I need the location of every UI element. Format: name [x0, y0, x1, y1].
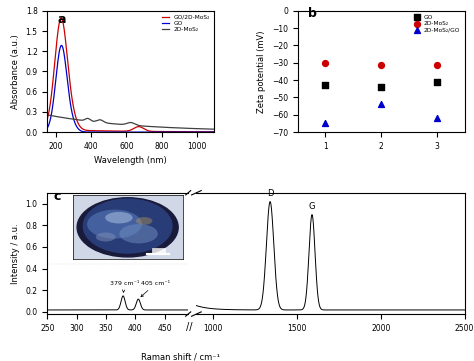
GO [433, 79, 440, 85]
GO/2D-MoS₂ [211, 130, 217, 134]
2D-MoS₂/GO [322, 121, 329, 126]
Legend: GO/2D-MoS₂, GO, 2D-MoS₂: GO/2D-MoS₂, GO, 2D-MoS₂ [161, 14, 211, 34]
Legend: GO, 2D-MoS₂, 2D-MoS₂/GO: GO, 2D-MoS₂, 2D-MoS₂/GO [413, 14, 462, 34]
2D-MoS₂/GO [377, 101, 385, 107]
GO [208, 130, 214, 134]
Text: D: D [267, 190, 273, 199]
2D-MoS₂ [73, 117, 79, 122]
2D-MoS₂ [64, 116, 69, 120]
GO [109, 130, 114, 134]
GO [116, 130, 121, 134]
2D-MoS₂/GO [433, 116, 440, 121]
2D-MoS₂ [45, 113, 50, 117]
Y-axis label: Absorbance (a.u.): Absorbance (a.u.) [11, 34, 20, 109]
Text: Raman shift / cm⁻¹: Raman shift / cm⁻¹ [141, 352, 219, 361]
Line: GO: GO [47, 45, 214, 132]
GO/2D-MoS₂ [208, 130, 214, 134]
GO/2D-MoS₂ [73, 117, 79, 121]
2D-MoS₂ [377, 62, 385, 68]
GO [190, 130, 196, 134]
2D-MoS₂ [208, 127, 214, 131]
Text: c: c [53, 190, 60, 203]
2D-MoS₂ [433, 62, 440, 68]
X-axis label: Wavelength (nm): Wavelength (nm) [94, 156, 167, 165]
Text: //: // [186, 322, 193, 332]
Text: a: a [57, 13, 66, 26]
GO/2D-MoS₂ [58, 16, 64, 20]
2D-MoS₂ [190, 126, 196, 131]
Text: G: G [309, 203, 315, 212]
GO [73, 124, 79, 128]
Text: 405 cm⁻¹: 405 cm⁻¹ [141, 281, 170, 297]
2D-MoS₂ [109, 121, 114, 126]
GO/2D-MoS₂ [116, 129, 121, 133]
2D-MoS₂ [322, 60, 329, 66]
GO [59, 43, 64, 48]
GO/2D-MoS₂ [64, 47, 69, 52]
GO [377, 84, 385, 90]
GO/2D-MoS₂ [190, 130, 196, 134]
2D-MoS₂ [211, 127, 217, 131]
GO/2D-MoS₂ [109, 129, 114, 133]
Line: 2D-MoS₂: 2D-MoS₂ [47, 115, 214, 129]
GO [322, 82, 329, 88]
Text: 379 cm⁻¹: 379 cm⁻¹ [109, 281, 139, 292]
2D-MoS₂ [116, 122, 121, 126]
GO [45, 126, 50, 130]
Y-axis label: Intensity / a.u.: Intensity / a.u. [11, 223, 20, 284]
GO [64, 70, 69, 75]
Line: GO/2D-MoS₂: GO/2D-MoS₂ [47, 18, 214, 132]
Y-axis label: Zeta potential (mV): Zeta potential (mV) [257, 30, 266, 113]
GO/2D-MoS₂ [45, 117, 50, 121]
GO [211, 130, 217, 134]
Text: b: b [308, 7, 317, 20]
